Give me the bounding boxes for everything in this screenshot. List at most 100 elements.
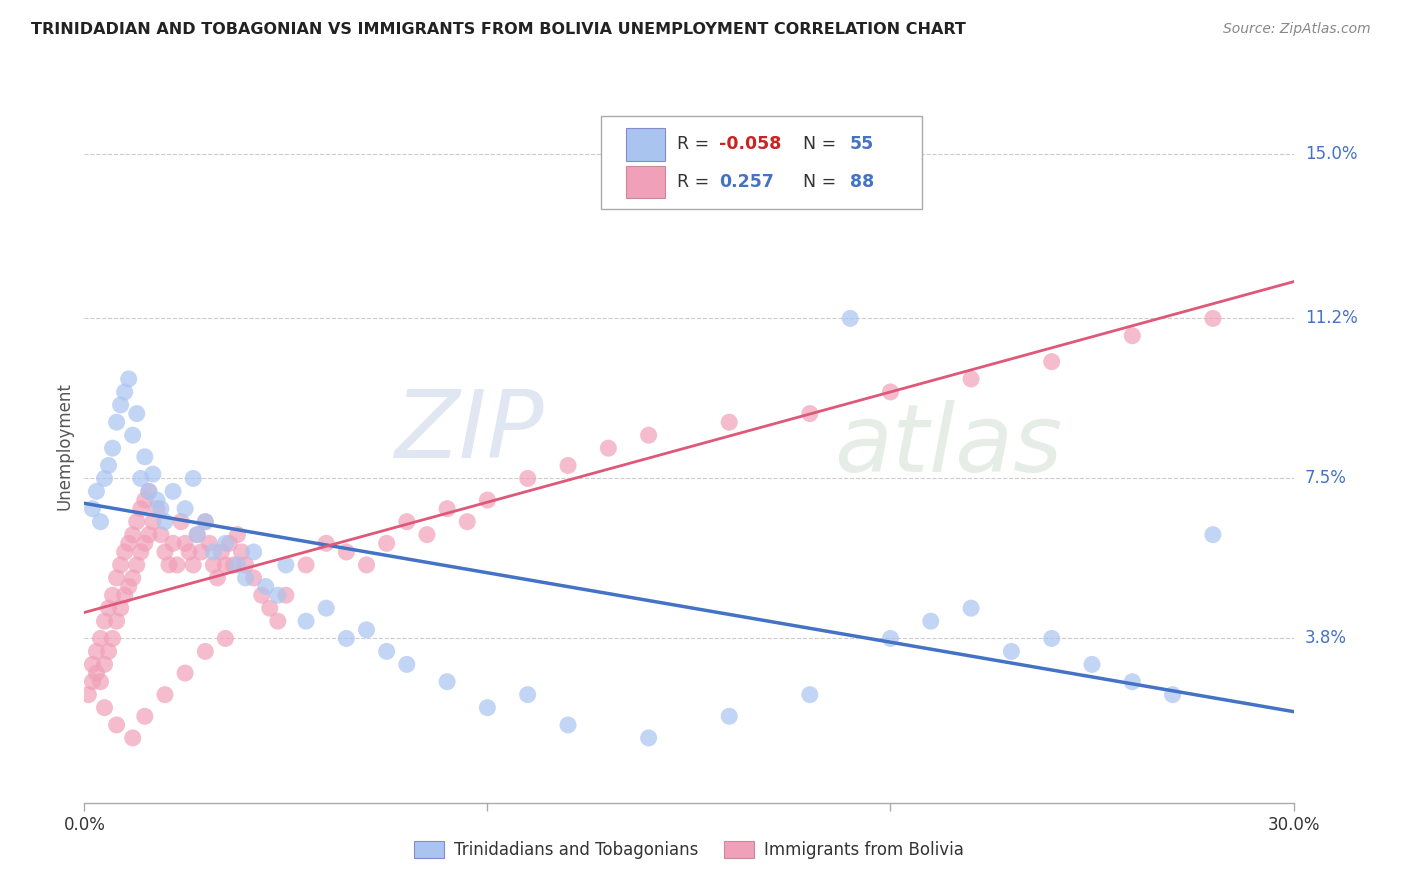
- Point: [162, 536, 184, 550]
- Point: [170, 515, 193, 529]
- Point: [799, 688, 821, 702]
- Point: [194, 515, 217, 529]
- Point: [250, 588, 273, 602]
- Point: [879, 384, 901, 399]
- Text: ZIP: ZIP: [394, 386, 544, 477]
- Point: [114, 384, 136, 399]
- Point: [718, 709, 741, 723]
- Point: [134, 536, 156, 550]
- Point: [110, 398, 132, 412]
- Point: [259, 601, 281, 615]
- Point: [1121, 328, 1143, 343]
- Point: [436, 674, 458, 689]
- Y-axis label: Unemployment: Unemployment: [55, 382, 73, 510]
- Point: [153, 515, 176, 529]
- Point: [89, 515, 111, 529]
- Point: [142, 467, 165, 482]
- Point: [129, 501, 152, 516]
- Point: [839, 311, 862, 326]
- Point: [93, 700, 115, 714]
- Point: [242, 571, 264, 585]
- Text: N =: N =: [792, 173, 841, 191]
- Point: [267, 588, 290, 602]
- Point: [1040, 632, 1063, 646]
- Text: 3.8%: 3.8%: [1305, 630, 1347, 648]
- Point: [93, 657, 115, 672]
- Text: 7.5%: 7.5%: [1305, 469, 1347, 487]
- Point: [142, 515, 165, 529]
- Point: [93, 471, 115, 485]
- Text: -0.058: -0.058: [720, 136, 782, 153]
- Point: [231, 545, 253, 559]
- Point: [105, 415, 128, 429]
- Point: [110, 601, 132, 615]
- Point: [118, 372, 141, 386]
- Point: [226, 527, 249, 541]
- Point: [190, 545, 212, 559]
- Point: [226, 558, 249, 572]
- Point: [274, 588, 297, 602]
- Point: [174, 501, 197, 516]
- Text: TRINIDADIAN AND TOBAGONIAN VS IMMIGRANTS FROM BOLIVIA UNEMPLOYMENT CORRELATION C: TRINIDADIAN AND TOBAGONIAN VS IMMIGRANTS…: [31, 22, 966, 37]
- Point: [1202, 311, 1225, 326]
- Point: [335, 632, 357, 646]
- Point: [174, 536, 197, 550]
- Point: [198, 536, 221, 550]
- Point: [1121, 674, 1143, 689]
- Point: [202, 545, 225, 559]
- Point: [93, 614, 115, 628]
- Point: [186, 527, 208, 541]
- Point: [477, 700, 499, 714]
- Point: [125, 515, 148, 529]
- Point: [395, 515, 418, 529]
- Point: [86, 644, 108, 658]
- Point: [637, 731, 659, 745]
- Point: [375, 644, 398, 658]
- Point: [436, 501, 458, 516]
- Point: [149, 501, 172, 516]
- Point: [1081, 657, 1104, 672]
- Point: [138, 527, 160, 541]
- Point: [105, 614, 128, 628]
- Point: [134, 450, 156, 464]
- Point: [105, 718, 128, 732]
- Point: [146, 501, 169, 516]
- Point: [138, 484, 160, 499]
- Point: [202, 558, 225, 572]
- Point: [82, 501, 104, 516]
- FancyBboxPatch shape: [600, 116, 922, 209]
- Point: [157, 558, 180, 572]
- Point: [295, 614, 318, 628]
- Point: [146, 493, 169, 508]
- Point: [274, 558, 297, 572]
- Point: [181, 558, 204, 572]
- Point: [209, 545, 232, 559]
- Point: [86, 484, 108, 499]
- Point: [960, 372, 983, 386]
- Point: [207, 571, 229, 585]
- Point: [799, 407, 821, 421]
- Point: [267, 614, 290, 628]
- Legend: Trinidadians and Tobagonians, Immigrants from Bolivia: Trinidadians and Tobagonians, Immigrants…: [408, 834, 970, 866]
- Point: [1000, 644, 1022, 658]
- Point: [181, 471, 204, 485]
- Point: [395, 657, 418, 672]
- Text: N =: N =: [792, 136, 841, 153]
- Point: [1202, 527, 1225, 541]
- Point: [557, 458, 579, 473]
- FancyBboxPatch shape: [626, 128, 665, 161]
- Point: [125, 407, 148, 421]
- Point: [149, 527, 172, 541]
- Point: [235, 571, 257, 585]
- Point: [114, 545, 136, 559]
- Text: 11.2%: 11.2%: [1305, 310, 1357, 327]
- Point: [77, 688, 100, 702]
- Point: [718, 415, 741, 429]
- Point: [118, 536, 141, 550]
- Point: [86, 666, 108, 681]
- Point: [121, 428, 143, 442]
- Point: [1040, 354, 1063, 368]
- Point: [89, 674, 111, 689]
- Point: [105, 571, 128, 585]
- Point: [416, 527, 439, 541]
